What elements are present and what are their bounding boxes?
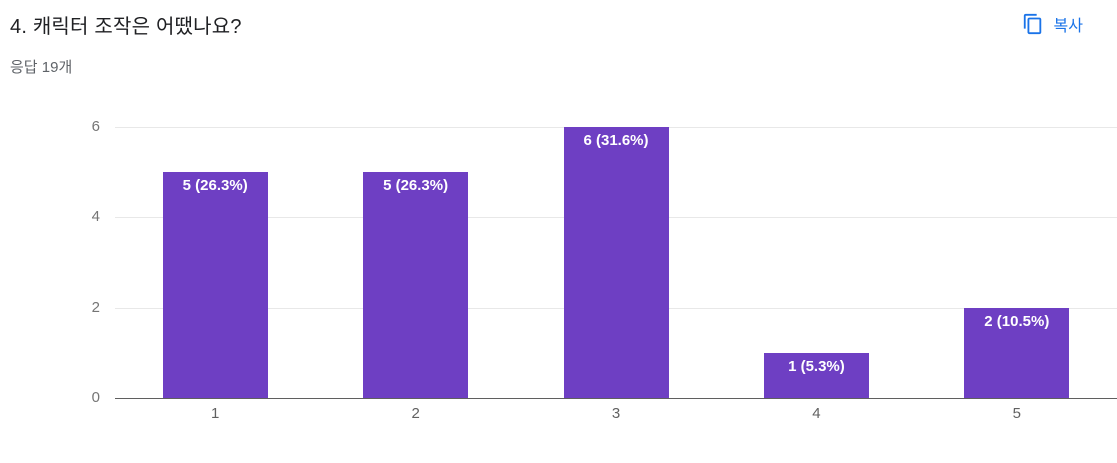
x-tick-label: 1 [211,405,220,422]
y-tick-label: 0 [91,389,100,406]
bar-value-label: 1 (5.3%) [788,357,845,375]
copy-button-label: 복사 [1053,18,1083,35]
copy-icon [1022,13,1044,35]
y-tick-label: 4 [91,208,100,226]
x-tick-label: 5 [1012,405,1021,422]
bar-value-label: 2 (10.5%) [984,312,1050,330]
question-title: 4. 캐릭터 조작은 어땠나요? [10,16,242,38]
bar: 6 (31.6%) [563,127,669,398]
bar-slot: 6 (31.6%) [516,127,716,398]
bar-slot: 5 (26.3%) [115,127,315,398]
bar-value-label: 5 (26.3%) [182,177,248,195]
bar-value-label: 5 (26.3%) [383,177,449,195]
response-count: 응답 19개 [10,59,73,76]
x-axis-baseline [115,398,1117,399]
y-axis-labels: 0 2 4 6 [0,118,100,406]
y-tick-label: 2 [91,298,100,316]
bar-slot: 2 (10.5%) [917,127,1117,398]
bar-slot: 5 (26.3%) [315,127,515,398]
bar: 1 (5.3%) [763,352,869,398]
plot-area: 5 (26.3%) 5 (26.3%) 6 (31.6%) 1 (5.3%) 2 (10… [115,127,1117,399]
bar: 5 (26.3%) [162,172,268,398]
bar-value-label: 6 (31.6%) [583,132,649,149]
x-tick-label: 3 [611,405,621,422]
y-tick-label: 6 [91,118,100,135]
bar-slot: 1 (5.3%) [716,127,916,398]
copy-button[interactable]: 복사 [1016,8,1089,40]
bars: 5 (26.3%) 5 (26.3%) 6 (31.6%) 1 (5.3%) 2 (10… [115,127,1117,398]
x-tick-label: 2 [411,405,420,422]
bar: 2 (10.5%) [964,307,1070,398]
x-tick-label: 4 [812,405,821,422]
x-axis-labels: 1 2 3 4 5 [115,405,1117,422]
bar: 5 (26.3%) [363,172,469,398]
